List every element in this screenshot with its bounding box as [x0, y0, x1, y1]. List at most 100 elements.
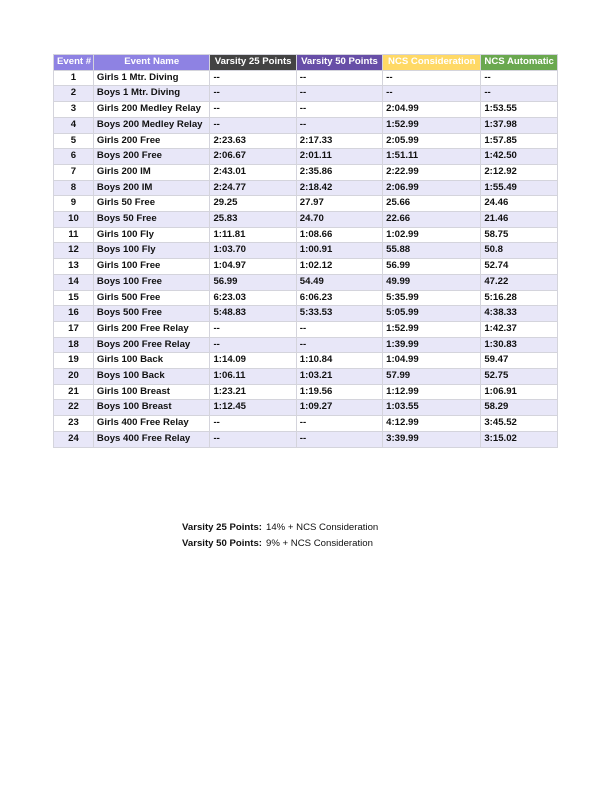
cell-event-name: Boys 1 Mtr. Diving — [92, 85, 211, 103]
cell-ncs-consideration: 55.88 — [382, 242, 482, 260]
cell-ncs-automatic: 59.47 — [480, 352, 558, 370]
table-row: 4 Boys 200 Medley Relay -- -- 1:52.99 1:37.98 — [53, 116, 558, 134]
table-row: 21 Girls 100 Breast 1:23.21 1:19.56 1:12.99 1… — [53, 383, 558, 401]
cell-varsity-25: 1:11.81 — [209, 226, 297, 244]
cell-ncs-automatic: 1:42.50 — [480, 148, 558, 165]
cell-ncs-automatic: 1:37.98 — [480, 116, 558, 134]
cell-ncs-automatic: 58.29 — [480, 399, 558, 417]
cell-varsity-25: 1:03.70 — [209, 242, 297, 260]
cell-ncs-automatic: 4:38.33 — [480, 305, 558, 322]
cell-ncs-automatic: 47.22 — [480, 273, 558, 291]
cell-varsity-25: 29.25 — [209, 195, 297, 213]
cell-event-number: 22 — [53, 399, 94, 417]
cell-varsity-50: -- — [295, 320, 384, 338]
header-event-name: Event Name — [92, 54, 211, 71]
cell-event-number: 24 — [53, 430, 94, 448]
cell-ncs-consideration: 3:39.99 — [382, 430, 482, 448]
cell-ncs-automatic: 1:06.91 — [480, 383, 558, 401]
note-label: Varsity 50 Points: — [182, 538, 262, 549]
cell-event-number: 3 — [53, 101, 94, 118]
header-varsity-50: Varsity 50 Points — [295, 54, 384, 71]
cell-event-name: Girls 400 Free Relay — [92, 415, 211, 432]
cell-event-number: 7 — [53, 163, 94, 181]
cell-ncs-automatic: 1:55.49 — [480, 179, 558, 197]
cell-event-name: Boys 50 Free — [92, 211, 211, 228]
cell-event-name: Boys 100 Fly — [92, 242, 211, 260]
table-row: 7 Girls 200 IM 2:43.01 2:35.86 2:22.99 2:12.9… — [53, 163, 558, 181]
header-varsity-25: Varsity 25 Points — [209, 54, 297, 71]
cell-event-number: 9 — [53, 195, 94, 213]
cell-ncs-consideration: 56.99 — [382, 258, 482, 275]
table-row: 3 Girls 200 Medley Relay -- -- 2:04.99 1:53.5… — [53, 101, 558, 118]
cell-ncs-consideration: 1:02.99 — [382, 226, 482, 244]
cell-ncs-consideration: 2:06.99 — [382, 179, 482, 197]
cell-event-name: Boys 200 IM — [92, 179, 211, 197]
cell-event-number: 4 — [53, 116, 94, 134]
cell-ncs-consideration: 2:05.99 — [382, 132, 482, 150]
cell-varsity-25: 1:04.97 — [209, 258, 297, 275]
cell-ncs-automatic: 1:42.37 — [480, 320, 558, 338]
cell-varsity-25: 56.99 — [209, 273, 297, 291]
cell-varsity-50: 5:33.53 — [295, 305, 384, 322]
cell-ncs-automatic: 3:45.52 — [480, 415, 558, 432]
note-varsity-25: Varsity 25 Points: 14% + NCS Considerati… — [120, 520, 378, 536]
cell-varsity-50: 6:06.23 — [295, 289, 384, 307]
cell-ncs-consideration: 2:22.99 — [382, 163, 482, 181]
cell-ncs-automatic: 24.46 — [480, 195, 558, 213]
table-row: 20 Boys 100 Back 1:06.11 1:03.21 57.99 52.75 — [53, 368, 558, 385]
cell-varsity-25: 2:24.77 — [209, 179, 297, 197]
cell-event-number: 17 — [53, 320, 94, 338]
table-row: 22 Boys 100 Breast 1:12.45 1:09.27 1:03.55 58… — [53, 399, 558, 417]
cell-event-name: Boys 100 Free — [92, 273, 211, 291]
cell-event-name: Boys 100 Breast — [92, 399, 211, 417]
cell-varsity-50: -- — [295, 85, 384, 103]
cell-event-name: Girls 1 Mtr. Diving — [92, 69, 211, 87]
cell-varsity-25: 2:06.67 — [209, 148, 297, 165]
cell-ncs-consideration: -- — [382, 69, 482, 87]
cell-ncs-consideration: 4:12.99 — [382, 415, 482, 432]
table-row: 12 Boys 100 Fly 1:03.70 1:00.91 55.88 50.8 — [53, 242, 558, 260]
cell-event-name: Girls 200 Free Relay — [92, 320, 211, 338]
cell-event-name: Girls 100 Breast — [92, 383, 211, 401]
cell-varsity-25: 1:14.09 — [209, 352, 297, 370]
cell-event-number: 2 — [53, 85, 94, 103]
cell-event-name: Girls 50 Free — [92, 195, 211, 213]
cell-ncs-consideration: 1:04.99 — [382, 352, 482, 370]
cell-varsity-25: 2:23.63 — [209, 132, 297, 150]
cell-ncs-consideration: 5:35.99 — [382, 289, 482, 307]
table-row: 17 Girls 200 Free Relay -- -- 1:52.99 1:42.37 — [53, 320, 558, 338]
cell-event-number: 18 — [53, 336, 94, 354]
header-event-number: Event # — [53, 54, 94, 71]
cell-varsity-50: -- — [295, 415, 384, 432]
cell-varsity-50: -- — [295, 69, 384, 87]
time-standards-table: Event # Event Name Varsity 25 Points Var… — [53, 54, 558, 448]
table-row: 1 Girls 1 Mtr. Diving -- -- -- -- — [53, 69, 558, 87]
cell-varsity-50: 1:10.84 — [295, 352, 384, 370]
cell-event-number: 6 — [53, 148, 94, 165]
cell-event-name: Boys 500 Free — [92, 305, 211, 322]
table-row: 24 Boys 400 Free Relay -- -- 3:39.99 3:15.02 — [53, 430, 558, 448]
table-row: 8 Boys 200 IM 2:24.77 2:18.42 2:06.99 1:55.49 — [53, 179, 558, 197]
cell-event-name: Girls 100 Fly — [92, 226, 211, 244]
table-row: 10 Boys 50 Free 25.83 24.70 22.66 21.46 — [53, 211, 558, 228]
cell-ncs-consideration: 49.99 — [382, 273, 482, 291]
cell-event-number: 11 — [53, 226, 94, 244]
cell-varsity-25: 1:12.45 — [209, 399, 297, 417]
header-row: Event # Event Name Varsity 25 Points Var… — [53, 54, 558, 71]
cell-varsity-50: 1:02.12 — [295, 258, 384, 275]
cell-ncs-automatic: 58.75 — [480, 226, 558, 244]
cell-event-name: Boys 200 Free Relay — [92, 336, 211, 354]
table-row: 23 Girls 400 Free Relay -- -- 4:12.99 3:45.52 — [53, 415, 558, 432]
cell-varsity-50: 2:01.11 — [295, 148, 384, 165]
cell-event-name: Boys 200 Medley Relay — [92, 116, 211, 134]
cell-event-number: 13 — [53, 258, 94, 275]
cell-ncs-automatic: 1:30.83 — [480, 336, 558, 354]
cell-ncs-automatic: -- — [480, 85, 558, 103]
cell-ncs-automatic: 50.8 — [480, 242, 558, 260]
cell-event-number: 12 — [53, 242, 94, 260]
header-ncs-automatic: NCS Automatic — [480, 54, 558, 71]
cell-varsity-50: 27.97 — [295, 195, 384, 213]
cell-event-number: 14 — [53, 273, 94, 291]
cell-varsity-25: 6:23.03 — [209, 289, 297, 307]
table-row: 18 Boys 200 Free Relay -- -- 1:39.99 1:30.83 — [53, 336, 558, 354]
